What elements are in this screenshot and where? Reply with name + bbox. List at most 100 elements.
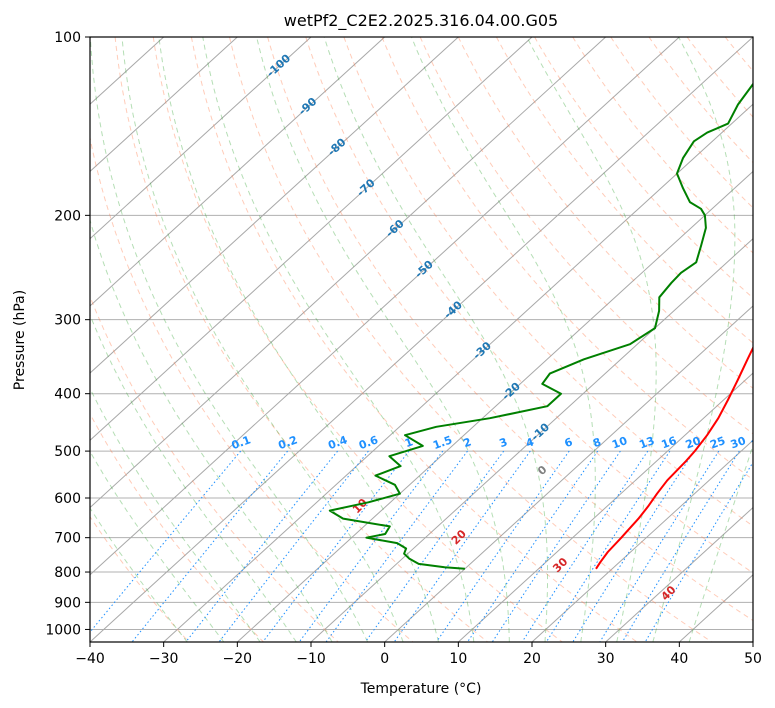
profiles bbox=[328, 82, 753, 570]
isotherm-line bbox=[90, 37, 680, 576]
mixing-ratio-line bbox=[364, 450, 505, 642]
x-axis: −40 −30 −20 −10 0 10 20 30 40 50 bbox=[75, 642, 762, 667]
temperature-profile-line bbox=[595, 345, 753, 570]
x-tick-label: −40 bbox=[75, 651, 105, 667]
dry-adiabat-line bbox=[90, 412, 264, 642]
x-tick-label: −30 bbox=[149, 651, 179, 667]
mixing-ratio-line bbox=[298, 450, 444, 642]
mixing-ratio-line bbox=[131, 450, 288, 642]
dry-adiabat-line bbox=[190, 37, 638, 642]
plot-frame bbox=[89, 36, 754, 643]
chart-title: wetPf2_C2E2.2025.316.04.00.G05 bbox=[284, 11, 558, 31]
isotherm-line bbox=[90, 37, 607, 509]
x-axis-title: Temperature (°C) bbox=[360, 681, 482, 697]
moist-adiabat-line bbox=[202, 37, 475, 642]
isotherm-line bbox=[531, 439, 753, 642]
mixing-ratio-label: 8 bbox=[591, 435, 603, 450]
isotherm-line bbox=[605, 506, 753, 642]
mixing-ratio-line bbox=[572, 450, 695, 642]
x-tick-label: 0 bbox=[380, 651, 389, 667]
dry-adiabat-line bbox=[495, 37, 753, 344]
isotherm-line bbox=[752, 641, 753, 642]
y-tick-label: 900 bbox=[54, 595, 81, 611]
y-tick-label: 800 bbox=[54, 565, 81, 581]
isotherm-line bbox=[384, 305, 753, 642]
y-tick-label: 300 bbox=[54, 313, 81, 329]
mixing-ratio-label: 16 bbox=[660, 434, 679, 452]
y-tick-label: 200 bbox=[54, 208, 81, 224]
mixing-ratio-line bbox=[218, 450, 369, 642]
x-tick-label: 30 bbox=[597, 651, 615, 667]
dry-adiabat-line bbox=[229, 37, 712, 642]
y-tick-label: 600 bbox=[54, 491, 81, 507]
dewpoint-profile-line bbox=[328, 82, 753, 570]
mixing-ratio-line bbox=[621, 450, 740, 642]
isotherm-line bbox=[90, 37, 459, 374]
x-tick-label: 20 bbox=[523, 651, 541, 667]
moist-adiabat-line bbox=[652, 37, 736, 642]
background-lines bbox=[90, 37, 775, 642]
y-axis-title: Pressure (hPa) bbox=[12, 290, 28, 390]
mixing-ratio-label: 2 bbox=[461, 435, 473, 450]
moist-adiabat-line bbox=[526, 37, 657, 642]
isotherm-line bbox=[236, 170, 753, 642]
isotherm-line bbox=[90, 37, 238, 173]
mixing-ratio-label: 0.2 bbox=[276, 433, 299, 452]
x-tick-label: −10 bbox=[296, 651, 326, 667]
mixing-ratio-label: 25 bbox=[708, 434, 727, 451]
mixing-ratio-line bbox=[599, 450, 720, 642]
moist-adiabat-line bbox=[121, 37, 404, 642]
mixing-ratio-label: 13 bbox=[638, 434, 657, 451]
mixing-ratio-label: 6 bbox=[563, 435, 575, 450]
mixing-ratio-line bbox=[644, 461, 753, 642]
isotherm-line bbox=[163, 103, 753, 642]
mixing-ratio-line bbox=[262, 450, 410, 642]
y-axis: 100 200 300 400 500 600 700 800 900 1000 bbox=[45, 30, 90, 638]
moist-adiabat-line bbox=[411, 37, 596, 642]
dry-adiabat-line bbox=[648, 37, 753, 164]
y-tick-label: 100 bbox=[54, 30, 81, 46]
mixing-ratio-label: 30 bbox=[729, 434, 748, 452]
x-tick-label: 40 bbox=[670, 651, 688, 667]
mixing-ratio-label: 4 bbox=[524, 435, 536, 450]
mixing-ratio-label: 1 bbox=[403, 435, 415, 450]
moist-adiabat-line bbox=[90, 450, 225, 642]
mixing-ratio-line bbox=[185, 450, 338, 642]
moist-adiabat-line bbox=[90, 387, 261, 642]
x-tick-label: −20 bbox=[223, 651, 253, 667]
dry-adiabat-line bbox=[343, 37, 753, 527]
mixing-ratio-label: 0.6 bbox=[357, 433, 380, 452]
dry-adiabat-line bbox=[763, 37, 775, 642]
isotherm-line bbox=[90, 37, 312, 240]
mixing-ratio-line bbox=[90, 450, 242, 633]
moist-adiabat-line bbox=[158, 37, 439, 642]
mixing-ratio-label: 0.4 bbox=[326, 433, 349, 452]
isotherm-line bbox=[457, 372, 753, 642]
y-tick-label: 1000 bbox=[45, 622, 81, 638]
dry-adiabat-line bbox=[267, 37, 753, 622]
y-tick-label: 700 bbox=[54, 531, 81, 547]
dry-adiabat-line bbox=[610, 37, 753, 209]
isotherm-line bbox=[90, 37, 386, 307]
dry-adiabat-line bbox=[305, 37, 753, 574]
moist-adiabat-line bbox=[90, 37, 369, 642]
mixing-ratio-line bbox=[435, 450, 570, 642]
isotherm-line bbox=[90, 37, 533, 442]
dry-adiabat-line bbox=[152, 37, 563, 642]
mixing-ratio-label: 36 bbox=[749, 434, 768, 452]
moist-adiabat-line bbox=[323, 37, 548, 642]
moist-adiabat-line bbox=[256, 37, 510, 642]
isotherm-line bbox=[90, 37, 753, 642]
y-tick-label: 500 bbox=[54, 444, 81, 460]
dry-adiabat-line bbox=[90, 135, 414, 642]
y-tick-label: 400 bbox=[54, 387, 81, 403]
moist-adiabat-line bbox=[90, 218, 333, 642]
mixing-ratio-label: 10 bbox=[610, 434, 629, 452]
mixing-ratio-line bbox=[467, 450, 599, 642]
dry-adiabat-line bbox=[534, 37, 753, 299]
moist-adiabat-line bbox=[688, 443, 753, 642]
dry-adiabat-line bbox=[381, 37, 753, 481]
isotherm-line bbox=[310, 237, 753, 642]
mixing-ratio-label: 0.1 bbox=[230, 433, 253, 452]
